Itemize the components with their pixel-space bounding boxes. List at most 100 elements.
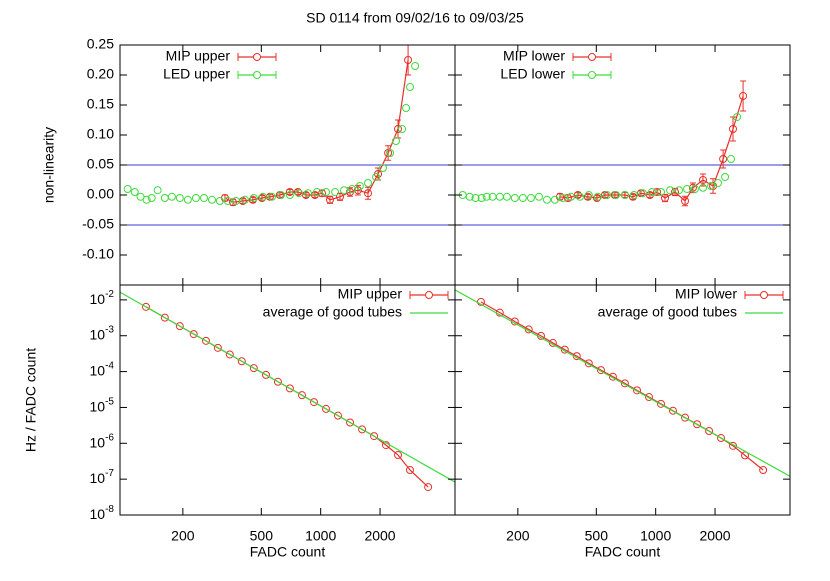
error-bar: [601, 192, 608, 198]
x-tick-label: 2000: [699, 528, 730, 544]
data-point: [683, 185, 692, 193]
data-point: [638, 189, 647, 198]
data-point: [510, 194, 519, 202]
data-point: [225, 350, 234, 359]
data-point: [719, 155, 728, 163]
data-point: [620, 379, 629, 388]
data-point: [372, 173, 381, 181]
legend-label: MIP lower: [675, 286, 737, 302]
plot-area: [455, 80, 790, 226]
data-point: [339, 186, 348, 195]
data-point: [355, 182, 364, 190]
data-point: [699, 183, 708, 192]
data-point: [699, 176, 708, 184]
y-tick-label: 0.00: [87, 186, 114, 202]
data-point: [632, 386, 641, 395]
data-point: [566, 192, 575, 201]
data-point: [670, 188, 679, 196]
y-tick-label: 10-5: [90, 396, 115, 414]
data-point: [297, 391, 306, 400]
data-point: [660, 194, 669, 202]
data-point: [364, 179, 373, 187]
legend-label: LED lower: [500, 66, 565, 82]
legend-swatch: [744, 291, 784, 299]
data-point: [471, 194, 480, 202]
data-point: [526, 194, 535, 202]
data-point: [285, 188, 294, 196]
legend-swatch: [572, 53, 612, 61]
data-point: [733, 113, 742, 121]
legend-swatch: [253, 71, 261, 79]
data-point: [716, 434, 725, 443]
legend-swatch: [425, 291, 433, 299]
data-point: [293, 188, 302, 196]
x-tick-label: 2000: [364, 528, 395, 544]
y-tick-label: 0.10: [87, 126, 114, 142]
y-tick-label: 10-8: [90, 504, 115, 522]
plot-area: [120, 291, 455, 492]
legend-label: LED upper: [163, 66, 230, 82]
data-point: [346, 418, 355, 427]
data-point: [321, 188, 330, 196]
data-point: [404, 56, 413, 64]
data-point: [575, 192, 584, 201]
data-point: [335, 192, 344, 201]
data-point: [629, 191, 638, 199]
y-tick-label: 0.15: [87, 96, 114, 112]
data-point: [199, 194, 208, 202]
data-point: [666, 186, 675, 195]
chart-title: SD 0114 from 09/02/16 to 09/03/25: [306, 10, 524, 26]
data-point: [394, 125, 403, 133]
data-point: [656, 399, 665, 408]
data-point: [309, 398, 318, 407]
data-point: [739, 92, 748, 100]
data-point: [424, 483, 433, 492]
data-point: [223, 197, 232, 205]
data-point: [248, 195, 257, 204]
data-point: [482, 192, 491, 201]
y-tick-label: -0.05: [82, 216, 114, 232]
error-bar: [385, 145, 392, 161]
data-point: [378, 164, 387, 172]
data-point: [583, 192, 592, 201]
data-point: [333, 411, 342, 420]
data-point: [207, 195, 216, 204]
data-point: [142, 195, 151, 204]
y-tick-label: 0.05: [87, 156, 114, 172]
error-bar: [365, 186, 372, 200]
panel-frame: [454, 284, 791, 516]
data-point: [358, 425, 367, 434]
data-point: [644, 393, 653, 402]
data-point: [175, 322, 184, 331]
legend-swatch: [253, 53, 261, 61]
data-point: [312, 188, 321, 196]
error-bar: [405, 45, 412, 76]
legend-label: average of good tubes: [598, 304, 737, 320]
data-point: [249, 364, 258, 373]
data-point: [191, 194, 200, 202]
data-point: [201, 336, 210, 345]
data-point: [231, 197, 240, 205]
data-point: [261, 370, 270, 379]
x-tick-label: 200: [171, 528, 195, 544]
data-point: [602, 191, 611, 199]
data-point: [258, 192, 267, 201]
data-point: [240, 195, 249, 204]
data-point: [285, 191, 294, 199]
legend-swatch: [588, 53, 596, 61]
data-point: [384, 149, 393, 157]
data-point: [273, 377, 282, 386]
legend-label: average of good tubes: [263, 304, 402, 320]
data-point: [141, 302, 150, 311]
y-tick-label: 0.20: [87, 66, 114, 82]
x-tick-label: 1000: [305, 528, 336, 544]
y-tick-label: 10-2: [90, 289, 115, 307]
data-point: [398, 125, 407, 133]
data-point: [294, 189, 303, 198]
data-point: [707, 182, 716, 190]
data-point: [713, 179, 722, 187]
data-point: [690, 185, 699, 193]
data-point: [550, 195, 559, 204]
legend-swatch: [572, 71, 612, 79]
